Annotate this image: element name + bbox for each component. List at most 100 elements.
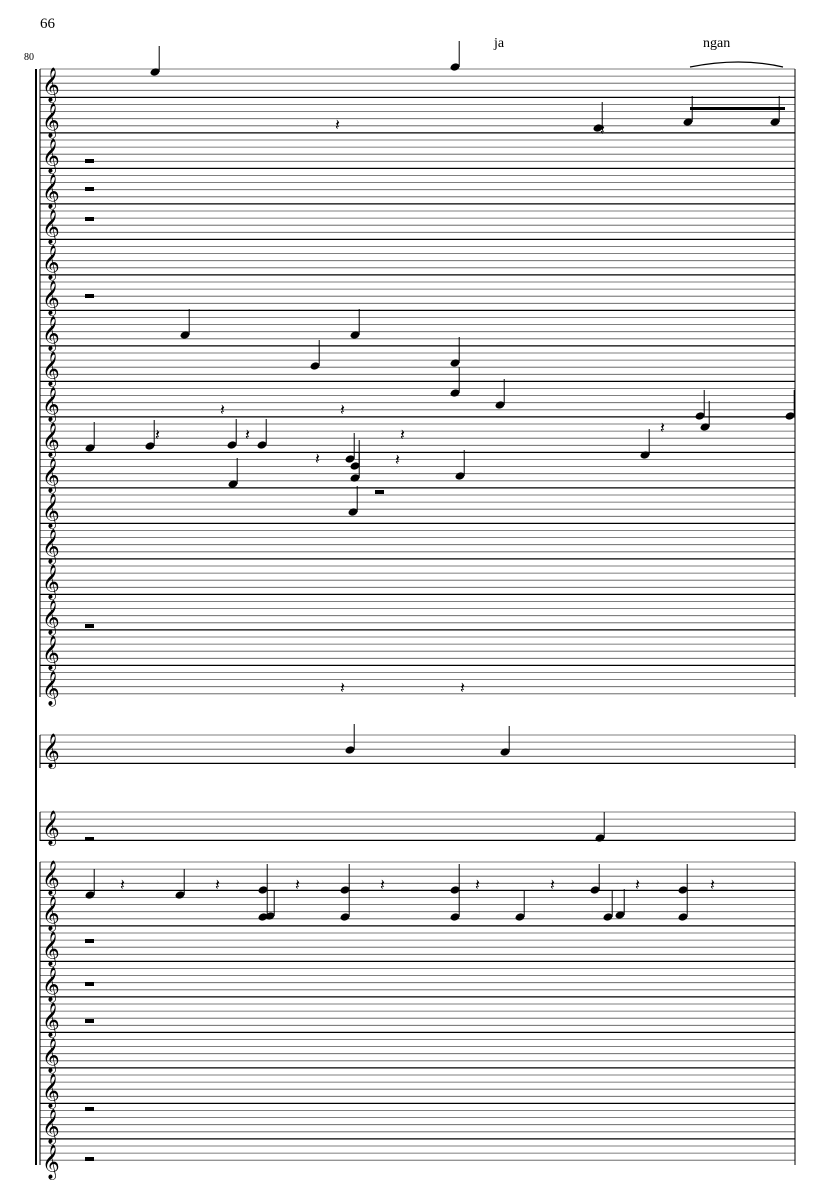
treble-clef-icon: 𝄞	[42, 423, 60, 459]
tie	[689, 61, 784, 68]
quarter-rest-icon: 𝄽	[295, 875, 300, 894]
measure-number: 80	[24, 52, 34, 63]
quarter-rest-icon: 𝄽	[460, 678, 465, 697]
note-head	[450, 63, 460, 71]
note-head	[340, 886, 350, 894]
treble-clef-icon: 𝄞	[42, 734, 60, 770]
quarter-rest-icon: 𝄽	[635, 875, 640, 894]
treble-clef-icon: 𝄞	[42, 352, 60, 388]
quarter-rest-icon: 𝄽	[380, 875, 385, 894]
beam	[690, 107, 785, 110]
quarter-rest-icon: 𝄽	[155, 425, 160, 444]
whole-rest	[85, 1157, 94, 1161]
note-head	[227, 441, 237, 449]
treble-clef-icon: 𝄞	[42, 1145, 60, 1181]
note-head	[345, 455, 355, 463]
treble-clef-icon: 𝄞	[42, 811, 60, 847]
note-head	[350, 474, 360, 482]
treble-clef-icon: 𝄞	[42, 1003, 60, 1039]
quarter-rest-icon: 𝄽	[335, 115, 340, 134]
note-head	[683, 118, 693, 126]
note-head	[450, 359, 460, 367]
whole-rest	[85, 837, 94, 841]
whole-rest	[85, 1019, 94, 1023]
note-head	[615, 911, 625, 919]
treble-clef-icon: 𝄞	[42, 458, 60, 494]
note-head	[310, 362, 320, 370]
note-head	[785, 412, 795, 420]
note-head	[500, 748, 510, 756]
whole-rest	[85, 939, 94, 943]
note-head	[495, 401, 505, 409]
note-head	[228, 480, 238, 488]
whole-rest	[85, 159, 94, 163]
treble-clef-icon: 𝄞	[42, 671, 60, 707]
note-head	[180, 331, 190, 339]
whole-rest	[85, 187, 94, 191]
whole-rest	[85, 982, 94, 986]
treble-clef-icon: 𝄞	[42, 68, 60, 104]
treble-clef-icon: 𝄞	[42, 600, 60, 636]
treble-clef-icon: 𝄞	[42, 245, 60, 281]
treble-clef-icon: 𝄞	[42, 387, 60, 423]
treble-clef-icon: 𝄞	[42, 494, 60, 530]
quarter-rest-icon: 𝄽	[395, 450, 400, 469]
note-head	[150, 68, 160, 76]
treble-clef-icon: 𝄞	[42, 316, 60, 352]
whole-rest	[375, 490, 384, 494]
note-head	[595, 834, 605, 842]
note-head	[265, 912, 275, 920]
quarter-rest-icon: 𝄽	[710, 875, 715, 894]
quarter-rest-icon: 𝄽	[340, 678, 345, 697]
note-head	[350, 462, 360, 470]
treble-clef-icon: 𝄞	[42, 967, 60, 1003]
treble-clef-icon: 𝄞	[42, 529, 60, 565]
treble-clef-icon: 𝄞	[42, 1038, 60, 1074]
note-head	[85, 444, 95, 452]
note-head	[350, 331, 360, 339]
treble-clef-icon: 𝄞	[42, 103, 60, 139]
whole-rest	[85, 624, 94, 628]
quarter-rest-icon: 𝄽	[120, 875, 125, 894]
treble-clef-icon: 𝄞	[42, 565, 60, 601]
note-head	[340, 913, 350, 921]
lyric-syllable: ja	[494, 36, 505, 51]
note-head	[678, 886, 688, 894]
treble-clef-icon: 𝄞	[42, 896, 60, 932]
note-head	[515, 913, 525, 921]
note-head	[455, 472, 465, 480]
note-head	[257, 441, 267, 449]
note-head	[603, 913, 613, 921]
note-head	[590, 886, 600, 894]
note-head	[593, 124, 603, 132]
treble-clef-icon: 𝄞	[42, 1109, 60, 1145]
note-head	[258, 913, 268, 921]
quarter-rest-icon: 𝄽	[245, 425, 250, 444]
quarter-rest-icon: 𝄽	[475, 875, 480, 894]
note-head	[345, 746, 355, 754]
treble-clef-icon: 𝄞	[42, 636, 60, 672]
whole-rest	[85, 217, 94, 221]
note-head	[85, 891, 95, 899]
quarter-rest-icon: 𝄽	[550, 875, 555, 894]
note-head	[770, 118, 780, 126]
note-head	[175, 891, 185, 899]
note-head	[450, 886, 460, 894]
note-head	[640, 451, 650, 459]
treble-clef-icon: 𝄞	[42, 281, 60, 317]
note-head	[700, 423, 710, 431]
quarter-rest-icon: 𝄽	[340, 400, 345, 419]
note-head	[258, 886, 268, 894]
quarter-rest-icon: 𝄽	[600, 120, 605, 139]
note-head	[145, 442, 155, 450]
treble-clef-icon: 𝄞	[42, 1074, 60, 1110]
treble-clef-icon: 𝄞	[42, 139, 60, 175]
page-number: 66	[40, 16, 55, 32]
quarter-rest-icon: 𝄽	[215, 875, 220, 894]
quarter-rest-icon: 𝄽	[400, 425, 405, 444]
whole-rest	[85, 1107, 94, 1111]
treble-clef-icon: 𝄞	[42, 174, 60, 210]
whole-rest	[85, 294, 94, 298]
quarter-rest-icon: 𝄽	[660, 418, 665, 437]
